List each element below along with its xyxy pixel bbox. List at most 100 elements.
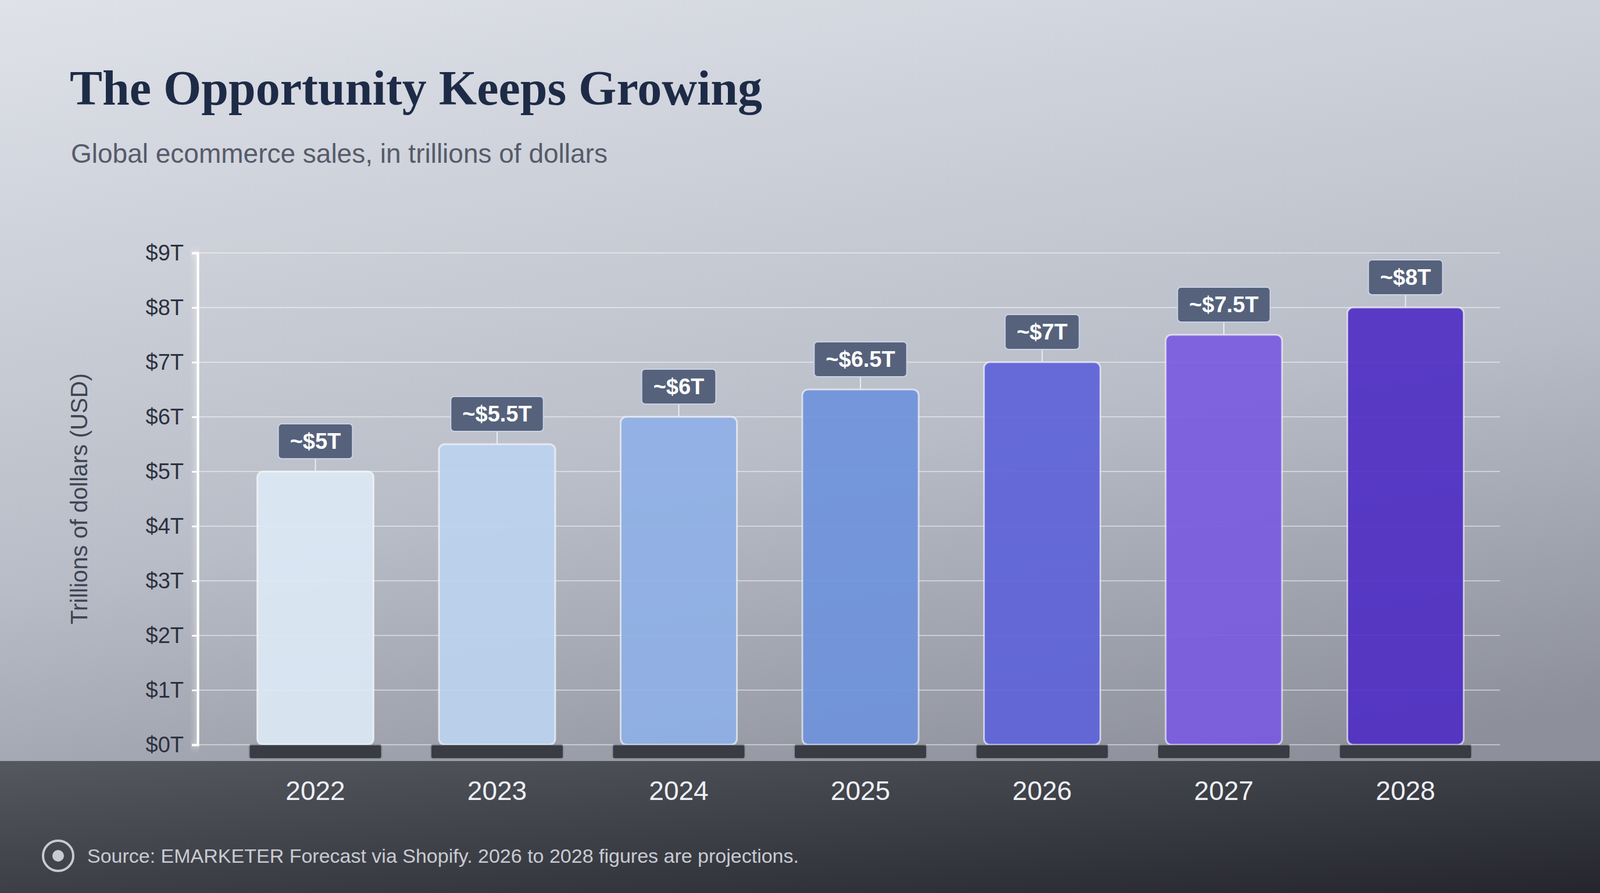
x-tick-label: 2025 (830, 775, 891, 806)
x-tick-label: 2026 (1012, 775, 1072, 806)
y-tick-mark (191, 744, 198, 746)
data-label-stem (859, 376, 862, 390)
y-tick: $0T (145, 732, 198, 757)
bar (620, 416, 738, 745)
bar (257, 471, 374, 745)
y-tick-mark (191, 470, 198, 473)
y-tick-label: $7T (145, 350, 184, 375)
data-label-box (813, 341, 907, 377)
y-tick-mark (191, 689, 198, 692)
y-tick-label: $1T (145, 677, 184, 703)
y-axis-title: Trillions of dollars (USD) (66, 373, 92, 625)
y-tick-label: $8T (145, 295, 184, 320)
data-label-group: ~$7T (1005, 314, 1080, 363)
x-tick-label: 2027 (1194, 775, 1254, 806)
x-tick-label: 2024 (648, 775, 709, 806)
data-label: ~$7.5T (1188, 292, 1259, 317)
y-tick-label: $5T (145, 459, 184, 484)
bar-base (430, 744, 564, 759)
data-label-box (450, 396, 544, 432)
y-tick-mark (191, 416, 198, 419)
bar-base (794, 744, 927, 759)
grid-line (197, 252, 1500, 254)
background (0, 0, 1600, 893)
y-tick: $6T (145, 404, 198, 430)
y-tick-mark (191, 634, 198, 637)
data-label-box (1005, 314, 1080, 350)
y-axis: $0T $1T $2T $3T $4T $5T $6T $7T $8T $9T (145, 240, 199, 757)
y-tick-mark (191, 361, 198, 364)
y-tick: $4T (145, 513, 198, 539)
data-label-stem (678, 404, 680, 417)
bar (1347, 307, 1464, 745)
bar-base (1339, 744, 1473, 759)
chart-subtitle: Global ecommerce sales, in trillions of … (70, 138, 608, 169)
data-label: ~$7T (1016, 319, 1069, 345)
y-tick: $1T (145, 677, 198, 703)
y-tick: $8T (145, 295, 198, 320)
y-tick-mark (191, 580, 198, 582)
y-tick-label: $6T (145, 404, 184, 430)
data-label-stem (1223, 322, 1225, 335)
bar (984, 362, 1101, 745)
x-tick-label: 2022 (285, 775, 345, 806)
source-icon (43, 840, 74, 871)
data-label: ~$5T (290, 429, 342, 454)
data-label-stem (315, 458, 317, 472)
data-label-stem (496, 431, 498, 445)
x-tick: 2022 (285, 744, 345, 806)
x-tick-label: 2028 (1375, 775, 1435, 806)
y-tick: $3T (145, 568, 198, 594)
x-axis-line (221, 744, 1501, 747)
bar (802, 389, 919, 745)
data-labels: ~$5T ~$5.5T ~$6T ~$6.5T ~$7T ~$7.5T ~$8T (278, 259, 1444, 472)
data-label-group: ~$7.5T (1177, 287, 1270, 335)
data-label-group: ~$6.5T (813, 341, 907, 390)
bar (438, 444, 556, 745)
data-label: ~$6.5T (825, 347, 895, 372)
floor (0, 761, 1600, 893)
data-label: ~$6T (653, 374, 705, 399)
y-tick-mark (191, 252, 198, 255)
data-label-stem (1041, 349, 1044, 363)
grid-line (197, 744, 1500, 746)
x-tick: 2023 (467, 744, 527, 806)
source-icon-ring (43, 840, 74, 871)
y-tick: $7T (145, 350, 198, 375)
x-tick: 2025 (830, 744, 891, 806)
source-icon-dot (52, 850, 64, 862)
data-label-group: ~$5T (278, 423, 353, 472)
source-note: Source: EMARKETER Forecast via Shopify. … (87, 844, 799, 867)
bar-base (1157, 744, 1291, 759)
bar-base (976, 744, 1109, 759)
data-label-box (641, 369, 717, 405)
x-tick: 2026 (1012, 744, 1072, 806)
bar-base (612, 744, 746, 759)
y-tick-label: $9T (145, 240, 184, 266)
x-tick: 2024 (648, 744, 709, 806)
y-tick-label: $0T (145, 732, 184, 757)
y-tick-label: $2T (145, 623, 184, 648)
y-tick-mark (191, 525, 198, 528)
chart-canvas: The Opportunity Keeps Growing Global ecom… (0, 0, 1600, 893)
chart-title: The Opportunity Keeps Growing (69, 61, 763, 116)
data-label-box (1177, 287, 1270, 323)
data-label: ~$5.5T (462, 401, 532, 427)
data-label-group: ~$8T (1368, 259, 1444, 308)
data-label-stem (1405, 294, 1407, 308)
data-label-group: ~$6T (641, 369, 717, 417)
bars (257, 307, 1464, 745)
bar (1165, 334, 1282, 745)
y-tick-mark (191, 306, 198, 309)
x-axis: 2022 2023 2024 2025 2026 2027 2028 (221, 744, 1501, 806)
x-tick-label: 2023 (467, 775, 527, 806)
x-tick: 2028 (1375, 744, 1435, 806)
y-tick-label: $4T (145, 513, 184, 539)
y-axis-line (191, 253, 199, 746)
bar-bases (249, 744, 1473, 759)
data-label: ~$8T (1380, 265, 1432, 290)
y-tick-label: $3T (145, 568, 184, 594)
grid (197, 252, 1500, 745)
data-label-box (278, 423, 353, 459)
y-tick: $5T (145, 459, 198, 484)
